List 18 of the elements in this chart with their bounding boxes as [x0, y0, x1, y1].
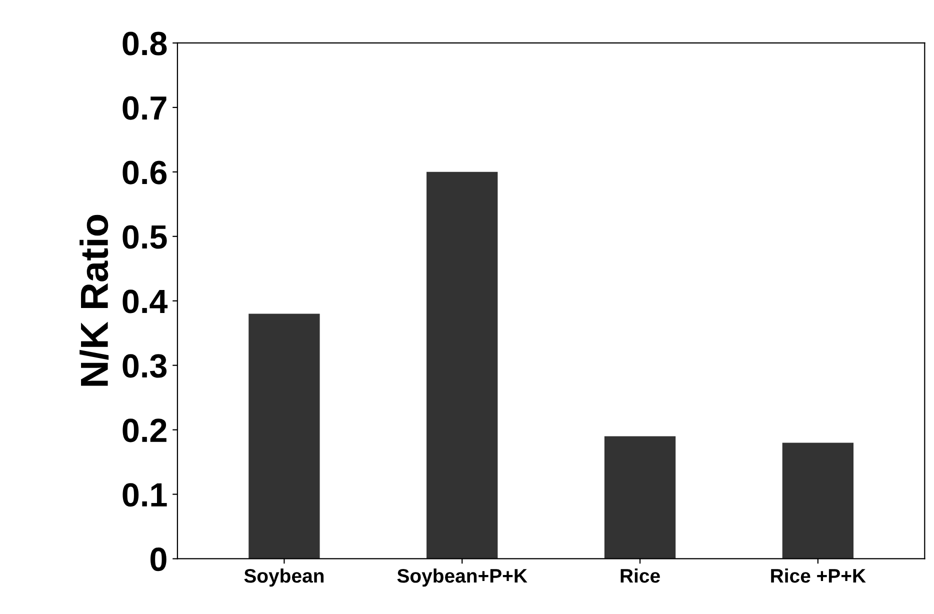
- y-tick-label: 0.4: [122, 290, 168, 314]
- y-tick-label: 0.8: [122, 32, 167, 56]
- x-tick-label: Rice: [620, 568, 660, 583]
- y-tick-label: 0.3: [122, 354, 167, 378]
- bar: [604, 436, 676, 559]
- y-axis-title: N/K Ratio: [80, 214, 109, 386]
- bar: [426, 172, 498, 559]
- x-tick-label: Soybean+P+K: [397, 568, 528, 587]
- x-tick-label: Soybean: [244, 568, 324, 587]
- x-tick-label: Rice +P+K: [771, 568, 866, 583]
- bar: [248, 314, 320, 559]
- y-tick-label: 0.7: [122, 96, 166, 120]
- y-tick-label: 0.5: [122, 225, 167, 249]
- y-tick-label: 0: [150, 548, 166, 572]
- bar: [782, 442, 854, 559]
- y-tick-label: 0.2: [122, 418, 166, 442]
- y-tick-label: 0.1: [122, 483, 167, 507]
- y-tick-label: 0.6: [122, 160, 167, 184]
